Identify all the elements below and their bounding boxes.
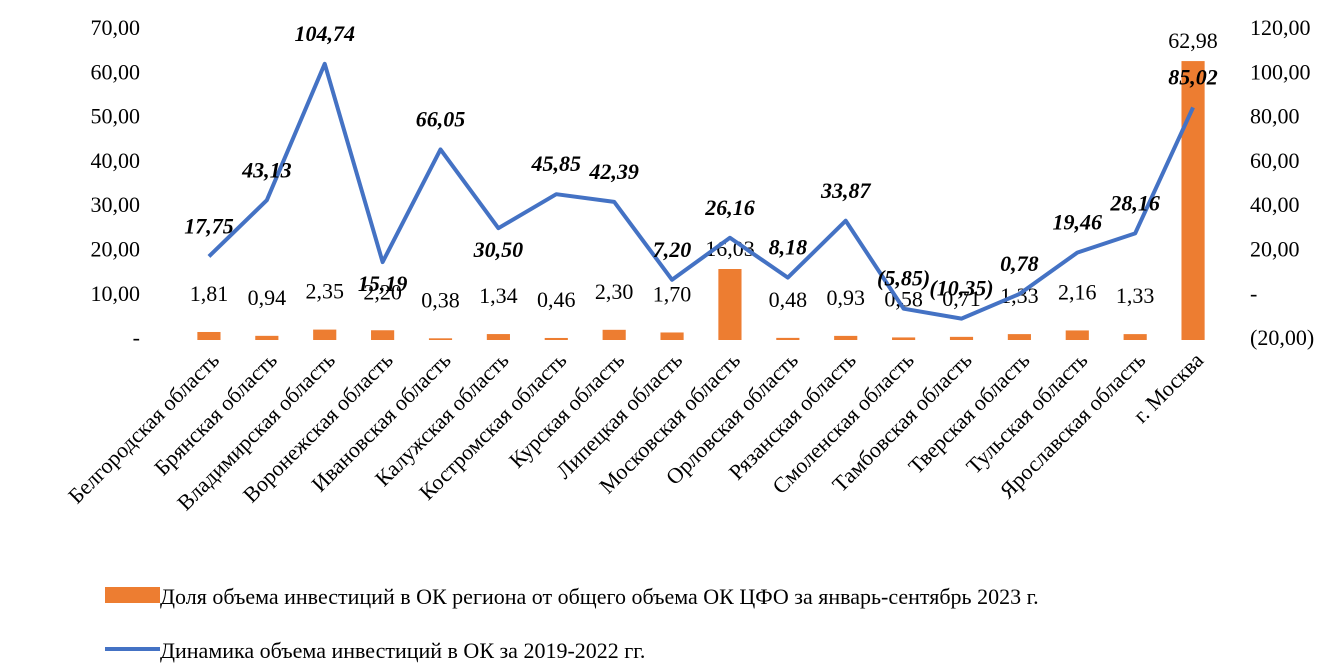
bar-value-label: 0,93 [826,285,865,310]
y-tick-label: 20,00 [91,236,141,261]
bar-value-label: 0,94 [248,285,287,310]
bar-value-label: 0,48 [769,287,808,312]
line-value-label: 33,87 [820,178,872,203]
legend-item: Доля объема инвестиций в ОК региона от о… [105,583,1120,610]
bar [1007,334,1031,340]
bar [602,329,626,340]
legend-swatch [105,647,160,651]
legend-label: Динамика объема инвестиций в ОК за 2019-… [160,638,646,663]
bar [1123,334,1147,340]
line-value-label: 85,02 [1168,65,1218,90]
y2-tick-label: 60,00 [1250,148,1300,173]
bar-value-label: 1,70 [653,282,692,307]
bar [834,335,858,340]
line [207,61,1195,321]
bar-value-label: 0,71 [942,286,981,311]
bar-value-label: 2,30 [595,279,634,304]
bar [544,337,568,340]
line-value-label: 17,75 [184,213,234,238]
line-value-label: 45,85 [531,151,582,176]
bar [776,337,800,340]
bar [313,329,337,340]
bar [371,330,395,340]
bar-value-label: 1,81 [190,281,229,306]
legend-item: Динамика объема инвестиций в ОК за 2019-… [105,637,1120,664]
y2-tick-label: 120,00 [1250,15,1311,40]
line-value-label: 7,20 [653,237,692,262]
y-tick-label: - [133,325,140,350]
legend-swatch [105,587,160,603]
y2-tick-label: - [1250,281,1257,306]
bar [1065,330,1089,340]
bar-value-label: 2,20 [363,279,402,304]
bar [255,335,279,340]
line-value-label: 15,19 [358,271,408,296]
bar-value-label: 62,98 [1168,28,1218,53]
y-tick-label: 60,00 [91,59,141,84]
line-value-label: 28,16 [1109,190,1160,215]
bar-value-label: 1,33 [1116,283,1155,308]
legend-label: Доля объема инвестиций в ОК региона от о… [160,584,1039,609]
bar [1181,61,1205,341]
line-value-label: 30,50 [473,237,524,262]
y2-tick-label: 100,00 [1250,59,1311,84]
bar [892,337,916,340]
bar-value-label: 2,16 [1058,279,1097,304]
y-tick-label: 10,00 [91,281,141,306]
bar [197,331,221,340]
y2-tick-label: (20,00) [1250,325,1314,350]
bar [660,332,684,340]
line-value-label: (5,85) [877,266,930,291]
y-tick-label: 70,00 [91,15,141,40]
bar-value-label: 1,34 [479,283,518,308]
bar-value-label: 2,35 [305,279,344,304]
bar [486,334,510,340]
y-tick-label: 50,00 [91,104,141,129]
bar-value-label: 0,46 [537,287,576,312]
line-value-label: 104,74 [294,21,355,46]
legend-swatch-rect [105,587,160,603]
bar [718,269,742,340]
y2-tick-label: 40,00 [1250,192,1300,217]
line-value-label: (10,35) [929,276,993,301]
bar [949,336,974,340]
y2-tick-label: 20,00 [1250,236,1300,261]
line-value-label: 8,18 [769,235,808,260]
y-tick-label: 40,00 [91,148,141,173]
line-value-label: 0,78 [1000,251,1039,276]
line-value-label: 43,13 [241,157,292,182]
bar [428,338,453,340]
line-value-label: 19,46 [1053,210,1103,235]
y-tick-label: 30,00 [91,192,141,217]
line-value-label: 42,39 [588,159,639,184]
y2-tick-label: 80,00 [1250,104,1300,129]
line-value-label: 66,05 [416,107,466,132]
line-value-label: 26,16 [704,195,755,220]
bar-value-label: 0,38 [421,287,460,312]
